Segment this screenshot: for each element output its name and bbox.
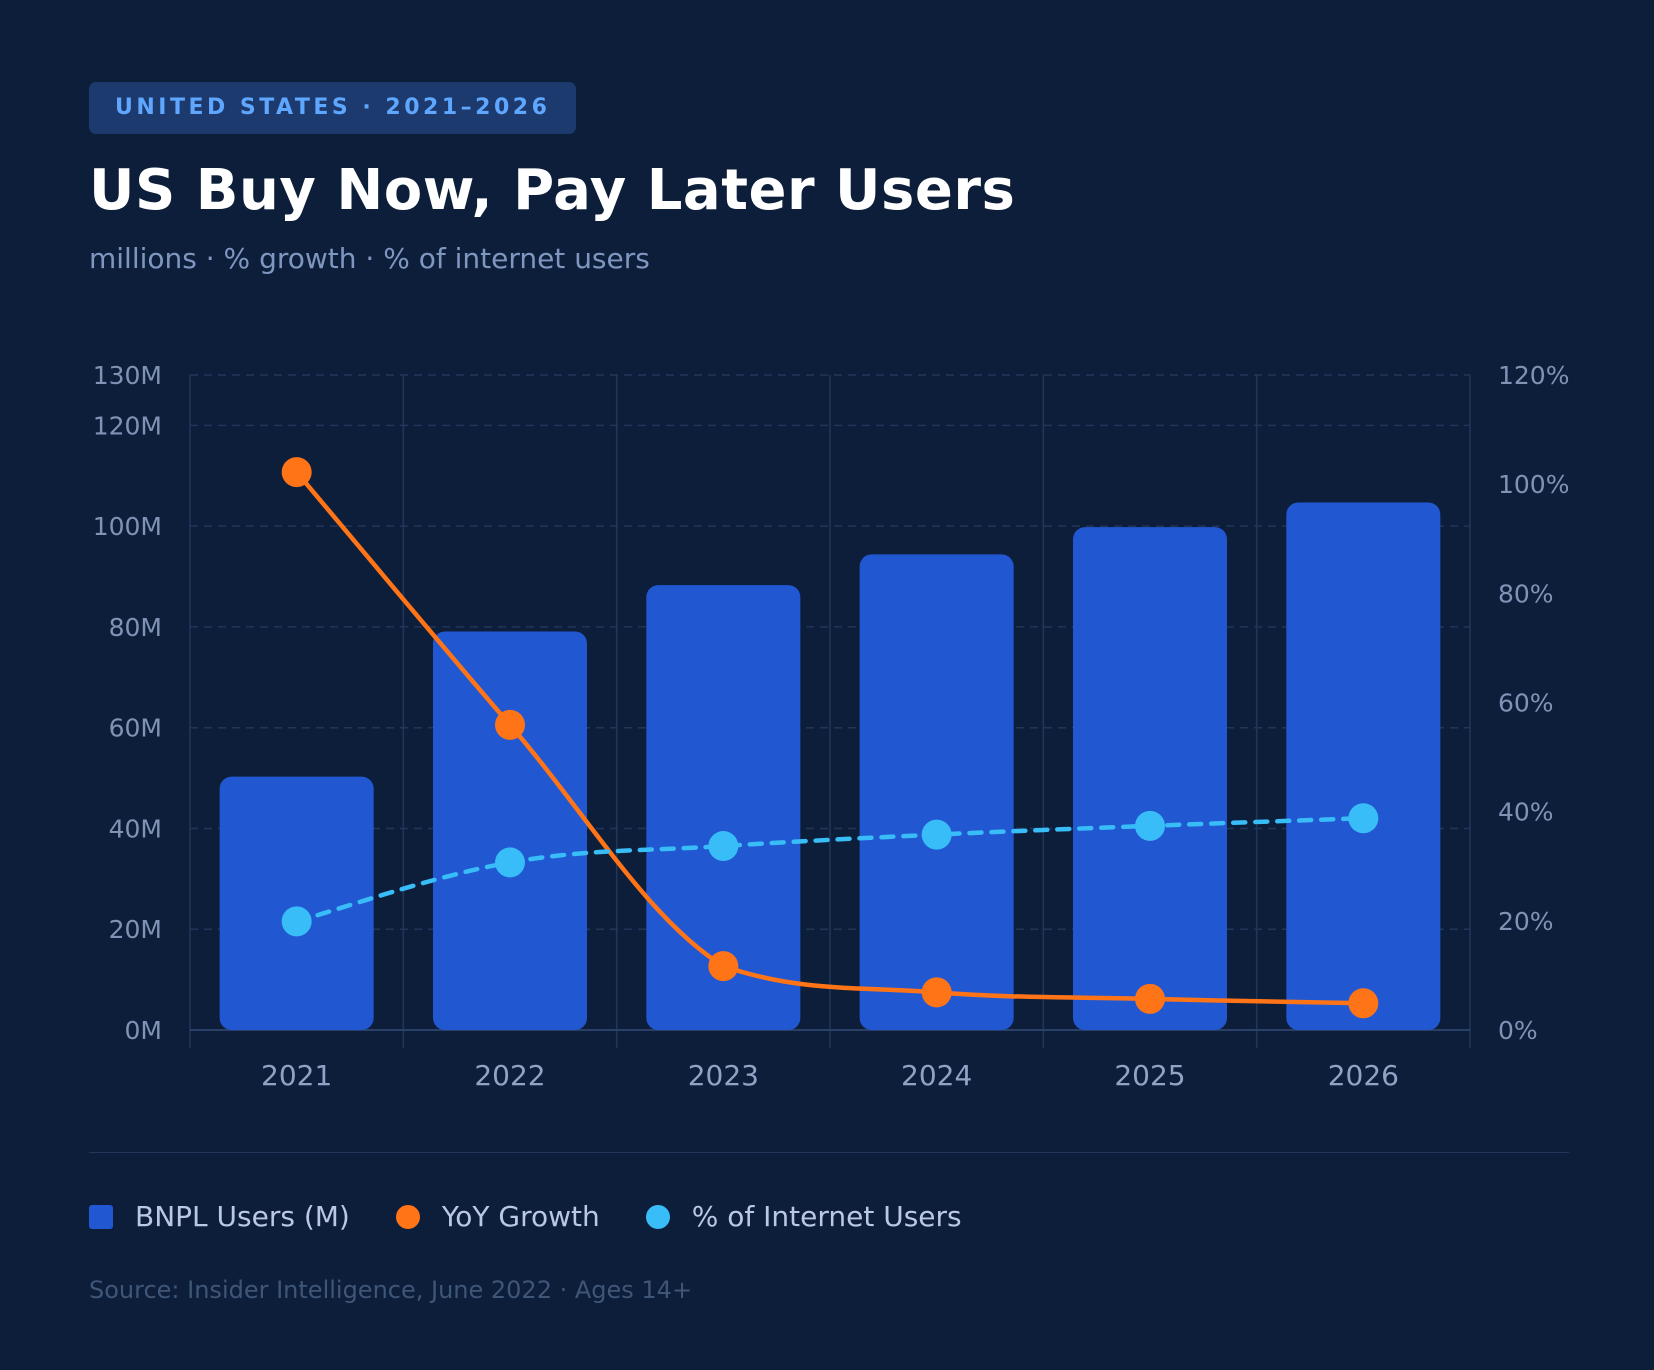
legend-item: BNPL Users (M) <box>89 1200 350 1233</box>
y-left-tick-label: 100M <box>93 512 162 541</box>
y-left-tick-label: 20M <box>109 915 162 944</box>
legend-dot-icon <box>645 1204 670 1229</box>
bar <box>1286 502 1441 1030</box>
legend-divider <box>89 1152 1569 1153</box>
bar <box>433 631 587 1030</box>
region-badge: UNITED STATES · 2021–2026 <box>89 82 577 134</box>
y-right-tick-label: 40% <box>1498 798 1554 827</box>
yoy-growth-point <box>1348 988 1379 1019</box>
yoy-growth-point <box>921 977 952 1008</box>
legend-label: BNPL Users (M) <box>135 1200 350 1233</box>
y-right-tick-label: 20% <box>1498 907 1554 936</box>
y-right-tick-label: 120% <box>1498 361 1569 390</box>
chart-legend: BNPL Users (M) YoY Growth % of Internet Us… <box>89 1200 1008 1233</box>
x-tick-label: 2023 <box>688 1059 759 1092</box>
yoy-growth-point <box>281 457 312 488</box>
x-tick-label: 2024 <box>901 1059 972 1092</box>
bar <box>646 585 801 1030</box>
x-tick-label: 2021 <box>261 1059 332 1092</box>
legend-label: % of Internet Users <box>691 1200 962 1233</box>
page-title: US Buy Now, Pay Later Users <box>89 158 1016 223</box>
y-right-tick-label: 80% <box>1498 579 1554 608</box>
subtitle: millions · % growth · % of internet user… <box>89 242 650 275</box>
internet-share-point <box>281 906 312 937</box>
internet-share-point <box>921 819 952 850</box>
bar <box>219 776 374 1030</box>
y-left-tick-label: 60M <box>109 714 162 743</box>
y-left-tick-label: 40M <box>109 814 162 843</box>
legend-dot-icon <box>395 1204 420 1229</box>
legend-item: YoY Growth <box>395 1200 600 1233</box>
yoy-growth-point <box>708 951 739 982</box>
x-tick-label: 2026 <box>1328 1059 1399 1092</box>
x-tick-label: 2022 <box>474 1059 545 1092</box>
internet-share-point <box>708 831 739 862</box>
internet-share-point <box>1348 803 1379 834</box>
internet-share-line <box>294 815 1366 924</box>
bar <box>1073 527 1227 1030</box>
legend-item: % of Internet Users <box>645 1200 962 1233</box>
y-right-tick-label: 0% <box>1498 1016 1538 1045</box>
x-tick-label: 2025 <box>1114 1059 1185 1092</box>
legend-label: YoY Growth <box>441 1200 600 1233</box>
y-left-tick-label: 80M <box>109 613 162 642</box>
bar <box>859 554 1014 1030</box>
yoy-growth-point <box>1135 983 1165 1014</box>
internet-share-point <box>495 847 525 878</box>
y-left-tick-label: 0M <box>125 1016 162 1045</box>
y-right-tick-label: 60% <box>1498 689 1554 718</box>
y-left-tick-label: 120M <box>93 411 162 440</box>
combo-chart: 0M 20M 40M 60M 80M 100M 120M 130M 0% 20% 40% 60% 80%… <box>93 361 1570 1092</box>
y-right-tick-label: 100% <box>1498 470 1569 499</box>
yoy-growth-point <box>495 709 525 740</box>
internet-share-point <box>1135 810 1165 841</box>
legend-square-icon <box>89 1204 113 1229</box>
source-note: Source: Insider Intelligence, June 2022 … <box>89 1276 693 1304</box>
y-left-tick-label: 130M <box>93 361 162 390</box>
